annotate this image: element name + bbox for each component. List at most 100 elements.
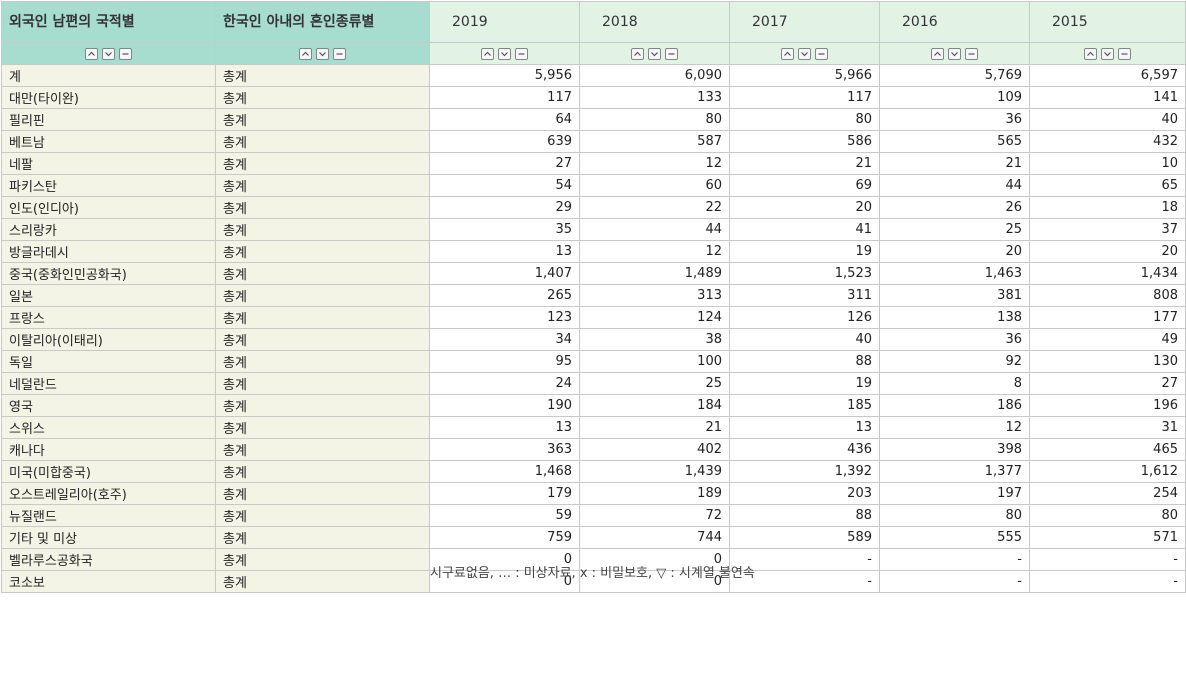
remove-column-button[interactable]	[119, 47, 132, 60]
value-cell: 27	[429, 152, 580, 175]
value-cell: 1,463	[879, 262, 1030, 285]
table-row: 네덜란드 총계 24 25 19 8 27	[1, 372, 1186, 395]
value-cell: 571	[1029, 526, 1186, 549]
move-down-button[interactable]	[498, 47, 511, 60]
move-up-button[interactable]	[299, 47, 312, 60]
move-down-button[interactable]	[798, 47, 811, 60]
table-row: 방글라데시 총계 13 12 19 20 20	[1, 240, 1186, 263]
value-cell: 1,468	[429, 460, 580, 483]
table-row: 뉴질랜드 총계 59 72 88 80 80	[1, 504, 1186, 527]
value-cell: 8	[879, 372, 1030, 395]
year-column-header[interactable]: 2019	[429, 1, 580, 43]
column-controls	[429, 42, 580, 65]
column-controls	[579, 42, 730, 65]
move-up-button[interactable]	[631, 47, 644, 60]
nationality-cell: 이탈리아(이태리)	[1, 328, 216, 351]
year-column-header[interactable]: 2016	[879, 1, 1030, 43]
move-up-button[interactable]	[781, 47, 794, 60]
table-row: 스위스 총계 13 21 13 12 31	[1, 416, 1186, 439]
remove-column-button[interactable]	[665, 47, 678, 60]
value-cell: 20	[1029, 240, 1186, 263]
value-cell: 19	[729, 372, 880, 395]
value-cell: 744	[579, 526, 730, 549]
move-up-button[interactable]	[481, 47, 494, 60]
year-column-header[interactable]: 2015	[1029, 1, 1186, 43]
value-cell: 31	[1029, 416, 1186, 439]
value-cell: 12	[579, 152, 730, 175]
value-cell: 555	[879, 526, 1030, 549]
value-cell: 5,966	[729, 64, 880, 87]
move-down-button[interactable]	[1101, 47, 1114, 60]
marriage-type-cell: 총계	[215, 240, 430, 263]
remove-column-button[interactable]	[333, 47, 346, 60]
value-cell: 196	[1029, 394, 1186, 417]
nationality-cell: 방글라데시	[1, 240, 216, 263]
year-column-header[interactable]: 2018	[579, 1, 730, 43]
remove-column-button[interactable]	[965, 47, 978, 60]
table-row: 코소보 총계 0 0- - -	[1, 570, 1186, 593]
table-row: 미국(미합중국) 총계 1,468 1,439 1,392 1,377 1,612	[1, 460, 1186, 483]
marriage-type-cell: 총계	[215, 350, 430, 373]
table-row: 네팔 총계 27 12 21 21 10	[1, 152, 1186, 175]
nationality-cell: 프랑스	[1, 306, 216, 329]
value-cell: -	[879, 548, 1030, 571]
value-cell: 54	[429, 174, 580, 197]
value-cell: 117	[729, 86, 880, 109]
value-cell: 59	[429, 504, 580, 527]
remove-column-button[interactable]	[1118, 47, 1131, 60]
move-up-button[interactable]	[85, 47, 98, 60]
value-cell: 184	[579, 394, 730, 417]
value-cell: 109	[879, 86, 1030, 109]
value-cell: 124	[579, 306, 730, 329]
value-cell: 126	[729, 306, 880, 329]
value-cell: -	[1029, 570, 1186, 593]
value-cell: 88	[729, 350, 880, 373]
marriage-type-column-header[interactable]: 한국인 아내의 혼인종류별	[215, 1, 430, 43]
move-down-button[interactable]	[102, 47, 115, 60]
value-cell: 27	[1029, 372, 1186, 395]
value-cell: 12	[579, 240, 730, 263]
value-cell: 5,769	[879, 64, 1030, 87]
value-cell: 565	[879, 130, 1030, 153]
value-cell: 64	[429, 108, 580, 131]
value-cell: 21	[879, 152, 1030, 175]
sort-control-row	[1, 42, 1186, 65]
move-down-button[interactable]	[648, 47, 661, 60]
marriage-type-cell: 총계	[215, 394, 430, 417]
table-row: 계 총계 5,956 6,090 5,966 5,769 6,597	[1, 64, 1186, 87]
nationality-cell: 파키스탄	[1, 174, 216, 197]
value-cell: 586	[729, 130, 880, 153]
value-cell: 18	[1029, 196, 1186, 219]
marriage-type-cell: 총계	[215, 174, 430, 197]
value-cell: 13	[429, 240, 580, 263]
table-row: 필리핀 총계 64 80 80 36 40	[1, 108, 1186, 131]
value-cell: 25	[579, 372, 730, 395]
value-cell: 44	[879, 174, 1030, 197]
marriage-type-cell: 총계	[215, 218, 430, 241]
remove-column-button[interactable]	[515, 47, 528, 60]
remove-column-button[interactable]	[815, 47, 828, 60]
marriage-type-cell: 총계	[215, 152, 430, 175]
value-cell: 100	[579, 350, 730, 373]
value-cell: -	[879, 570, 1030, 593]
value-cell: 13	[729, 416, 880, 439]
value-cell: 20	[729, 196, 880, 219]
move-down-button[interactable]	[316, 47, 329, 60]
move-up-button[interactable]	[931, 47, 944, 60]
nationality-column-header[interactable]: 외국인 남편의 국적별	[1, 1, 216, 43]
move-up-button[interactable]	[1084, 47, 1097, 60]
value-cell: 639	[429, 130, 580, 153]
value-cell: 1,407	[429, 262, 580, 285]
table-row: 베트남 총계 639 587 586 565 432	[1, 130, 1186, 153]
table-row: 파키스탄 총계 54 60 69 44 65	[1, 174, 1186, 197]
value-cell: 6,090	[579, 64, 730, 87]
year-column-header[interactable]: 2017	[729, 1, 880, 43]
value-cell: 26	[879, 196, 1030, 219]
value-cell: 402	[579, 438, 730, 461]
move-down-button[interactable]	[948, 47, 961, 60]
footnote-legend: 시구료없음, … : 미상자료, x : 비밀보호, ▽ : 시계열 불연속	[430, 566, 755, 581]
value-cell: 1,489	[579, 262, 730, 285]
marriage-type-cell: 총계	[215, 262, 430, 285]
value-cell: 12	[879, 416, 1030, 439]
value-cell: 20	[879, 240, 1030, 263]
